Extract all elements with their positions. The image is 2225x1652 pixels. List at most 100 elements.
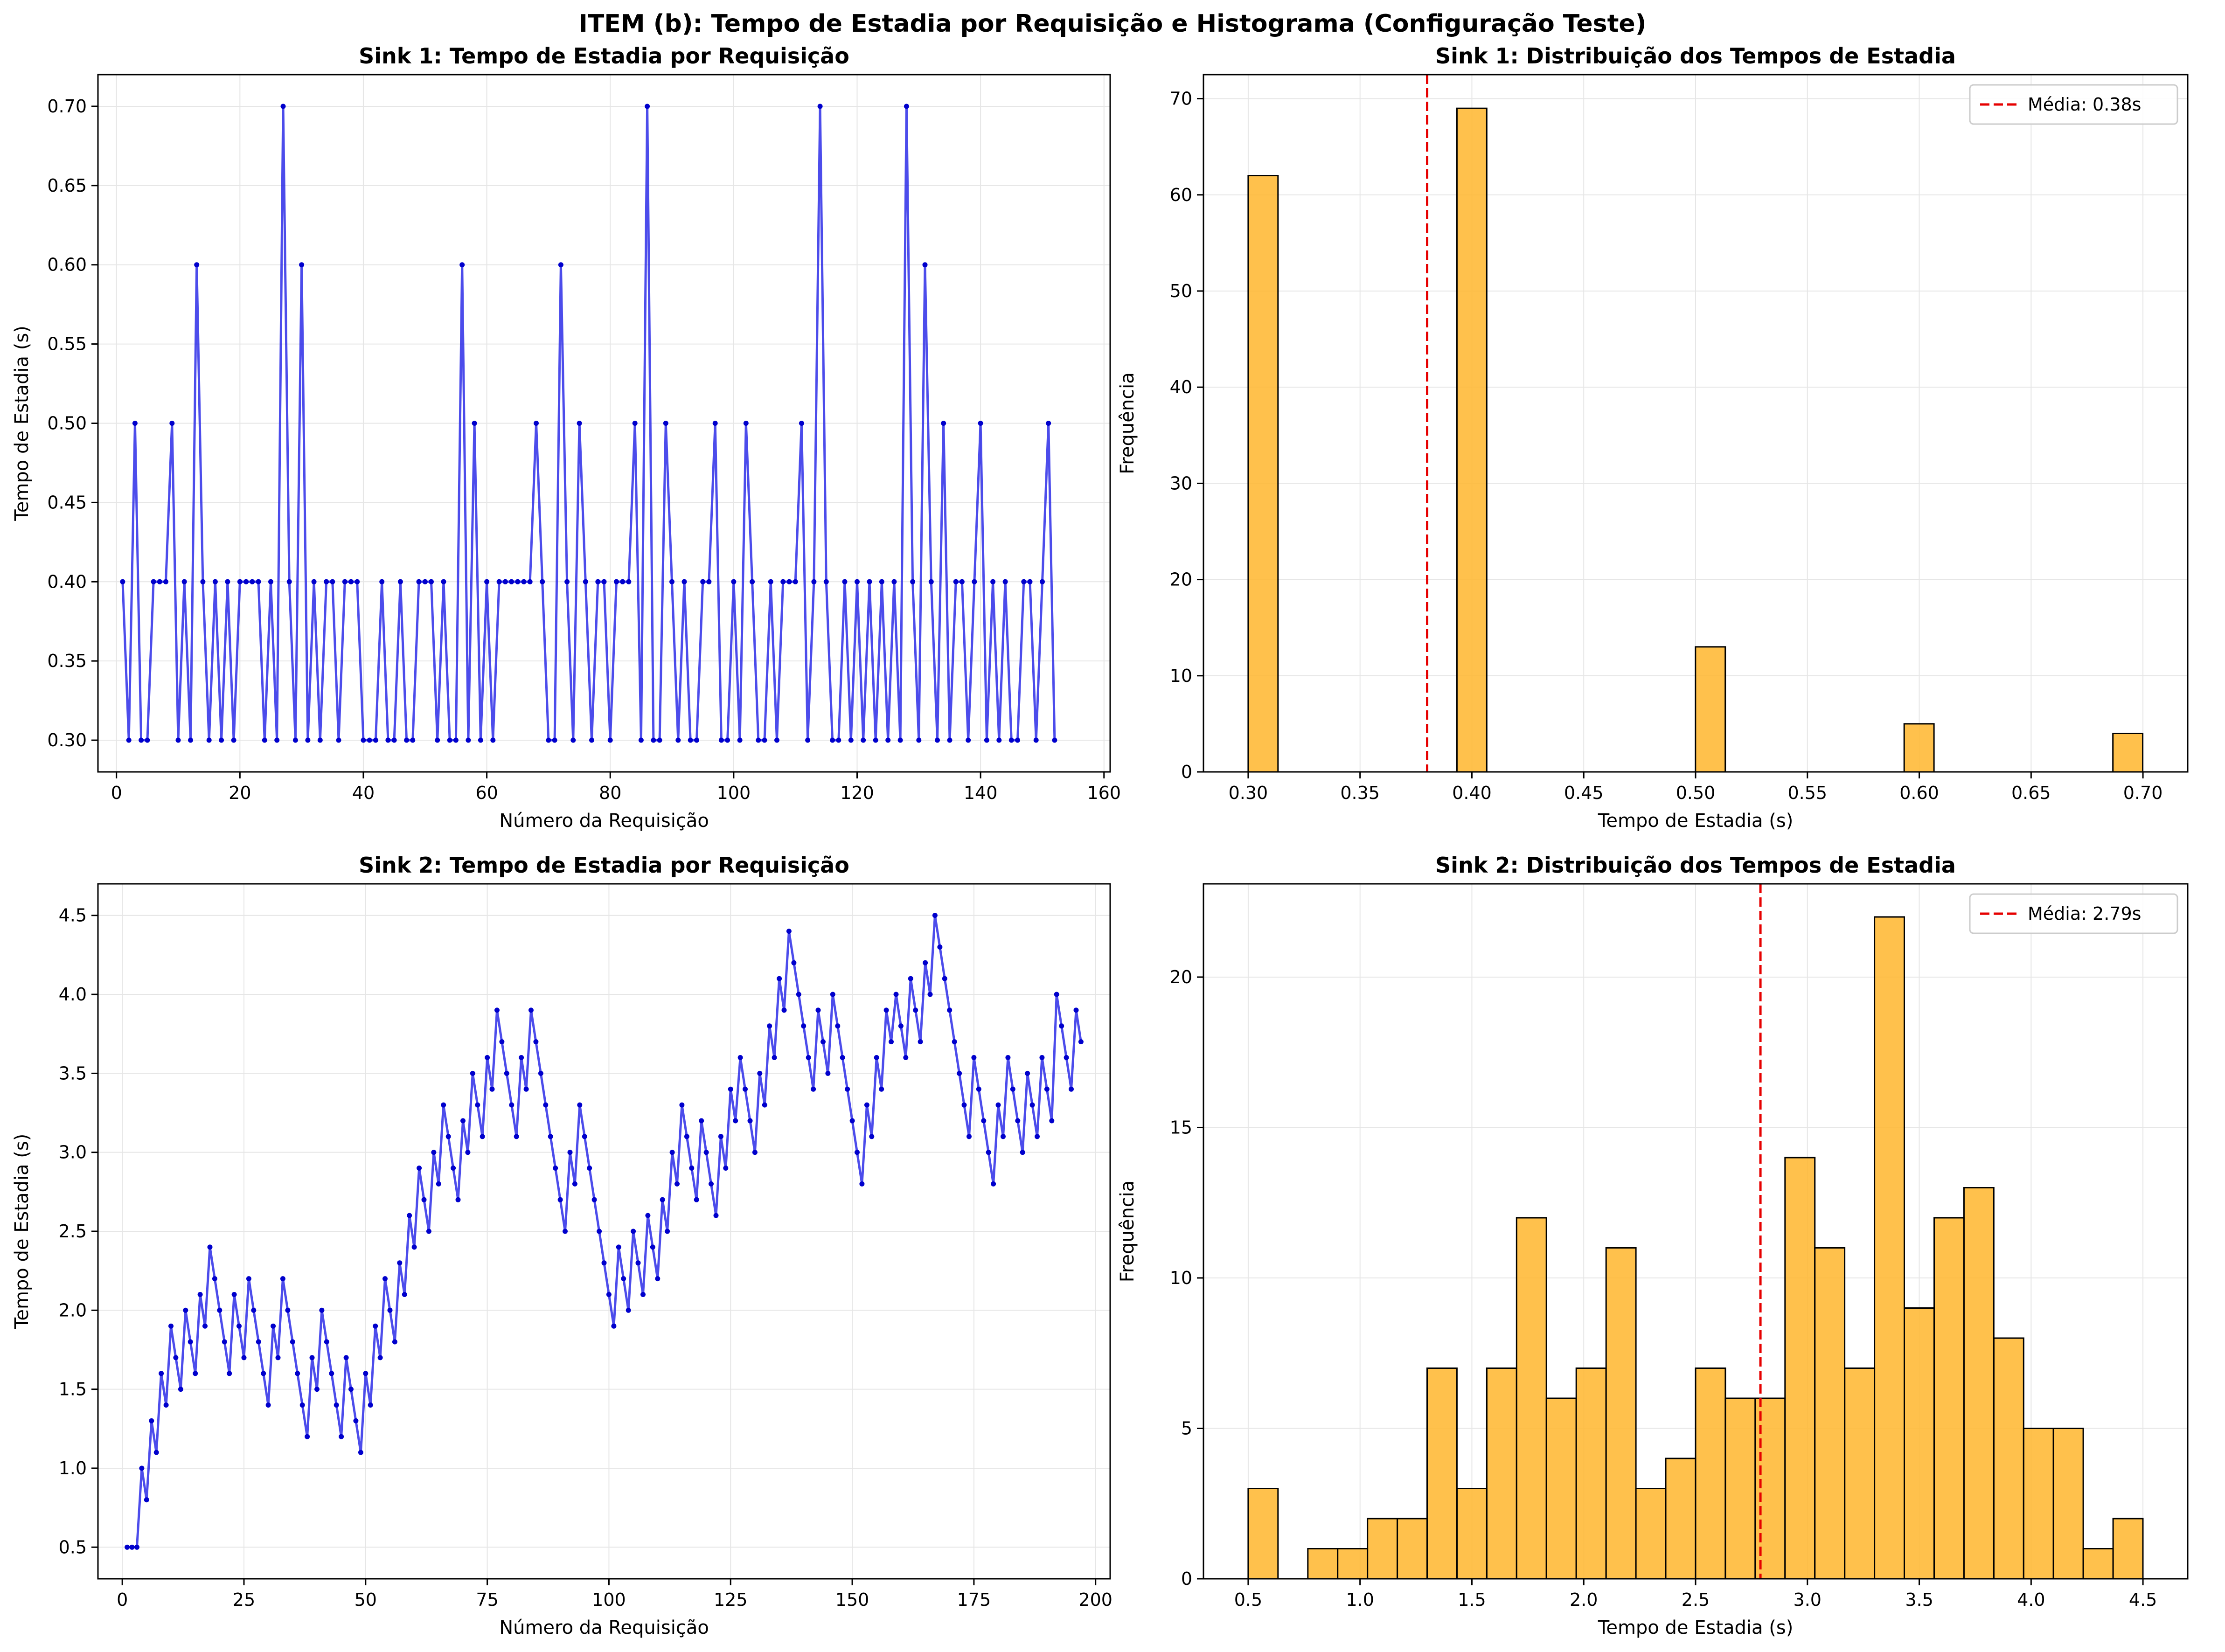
data-point <box>817 104 823 109</box>
data-point <box>718 1134 723 1139</box>
data-point <box>188 737 193 743</box>
plot-title: Sink 2: Tempo de Estadia por Requisição <box>359 853 849 878</box>
x-tick-label: 0.60 <box>1899 783 1939 803</box>
legend-label: Média: 0.38s <box>2028 94 2141 115</box>
data-point <box>451 1166 456 1171</box>
data-point <box>441 579 446 584</box>
data-point <box>597 1229 602 1234</box>
data-point <box>681 579 687 584</box>
data-point <box>319 1307 325 1313</box>
data-point <box>484 579 490 584</box>
y-tick-label: 30 <box>1170 473 1192 493</box>
x-tick-label: 3.0 <box>1794 1590 1822 1610</box>
data-point <box>1008 737 1014 743</box>
y-tick-label: 60 <box>1170 185 1192 205</box>
data-point <box>694 737 699 743</box>
data-point <box>212 579 218 584</box>
data-point <box>163 579 168 584</box>
y-tick-label: 3.0 <box>59 1142 87 1163</box>
data-point <box>1054 992 1059 997</box>
data-point <box>227 1371 232 1376</box>
data-point <box>197 1292 203 1297</box>
data-point <box>557 1197 563 1202</box>
x-tick-label: 3.5 <box>1905 1590 1933 1610</box>
data-point <box>490 737 496 743</box>
data-point <box>855 579 860 584</box>
data-point <box>206 737 212 743</box>
data-point <box>601 1260 607 1266</box>
x-tick-label: 0.30 <box>1229 783 1268 803</box>
data-point <box>392 1339 397 1345</box>
data-point <box>496 579 502 584</box>
data-point <box>435 737 440 743</box>
data-point <box>268 579 273 584</box>
data-point <box>842 579 848 584</box>
data-point <box>923 960 928 965</box>
data-point <box>606 1292 612 1297</box>
data-point <box>712 421 718 426</box>
data-point <box>157 579 162 584</box>
data-point <box>149 1418 154 1423</box>
data-point <box>379 579 385 584</box>
y-tick-label: 5 <box>1181 1418 1192 1438</box>
data-point <box>567 1150 573 1155</box>
data-point <box>801 1023 807 1029</box>
data-point <box>823 579 829 584</box>
data-point <box>971 1055 977 1060</box>
data-point <box>589 737 594 743</box>
data-point <box>363 1371 369 1376</box>
data-point <box>355 579 360 584</box>
data-point <box>1046 421 1051 426</box>
data-point <box>861 737 866 743</box>
data-point <box>194 262 200 268</box>
data-point <box>290 1339 295 1345</box>
data-point <box>373 737 378 743</box>
data-point <box>743 1086 748 1092</box>
data-point <box>774 737 779 743</box>
data-point <box>840 1055 845 1060</box>
data-point <box>499 1039 505 1045</box>
data-point <box>811 1086 816 1092</box>
data-point <box>410 737 416 743</box>
data-point <box>305 737 311 743</box>
data-point <box>947 737 953 743</box>
data-point <box>353 1418 359 1423</box>
x-tick-label: 1.0 <box>1346 1590 1374 1610</box>
data-point <box>786 929 792 934</box>
data-point <box>935 737 940 743</box>
data-point <box>996 737 1002 743</box>
data-point <box>796 992 801 997</box>
data-point <box>368 1402 373 1408</box>
data-point <box>869 1134 875 1139</box>
data-point <box>521 579 527 584</box>
data-point <box>159 1371 164 1376</box>
data-point <box>217 1307 222 1313</box>
data-point <box>713 1213 719 1218</box>
data-point <box>256 1339 261 1345</box>
data-point <box>791 960 797 965</box>
y-tick-label: 1.0 <box>59 1458 87 1478</box>
data-point <box>873 737 878 743</box>
y-axis-label: Frequência <box>1117 1180 1138 1283</box>
data-point <box>538 1070 543 1076</box>
data-point <box>976 1086 981 1092</box>
data-point <box>767 1023 772 1029</box>
data-point <box>879 579 884 584</box>
data-point <box>132 421 138 426</box>
y-axis-label: Tempo de Estadia (s) <box>11 326 33 521</box>
histogram-bar <box>1456 107 1488 773</box>
data-point <box>706 579 712 584</box>
histogram-bar <box>1695 1367 1726 1580</box>
y-tick-label: 0.50 <box>47 413 87 434</box>
x-tick-label: 200 <box>1078 1590 1112 1610</box>
data-point <box>626 579 632 584</box>
x-axis-label: Número da Requisição <box>499 810 709 832</box>
data-point <box>972 579 977 584</box>
data-point <box>953 579 959 584</box>
data-point <box>805 737 811 743</box>
x-tick-label: 0.5 <box>1234 1590 1262 1610</box>
data-point <box>1025 1070 1030 1076</box>
data-point <box>669 579 674 584</box>
y-tick-label: 0.30 <box>47 730 87 750</box>
data-point <box>311 579 317 584</box>
